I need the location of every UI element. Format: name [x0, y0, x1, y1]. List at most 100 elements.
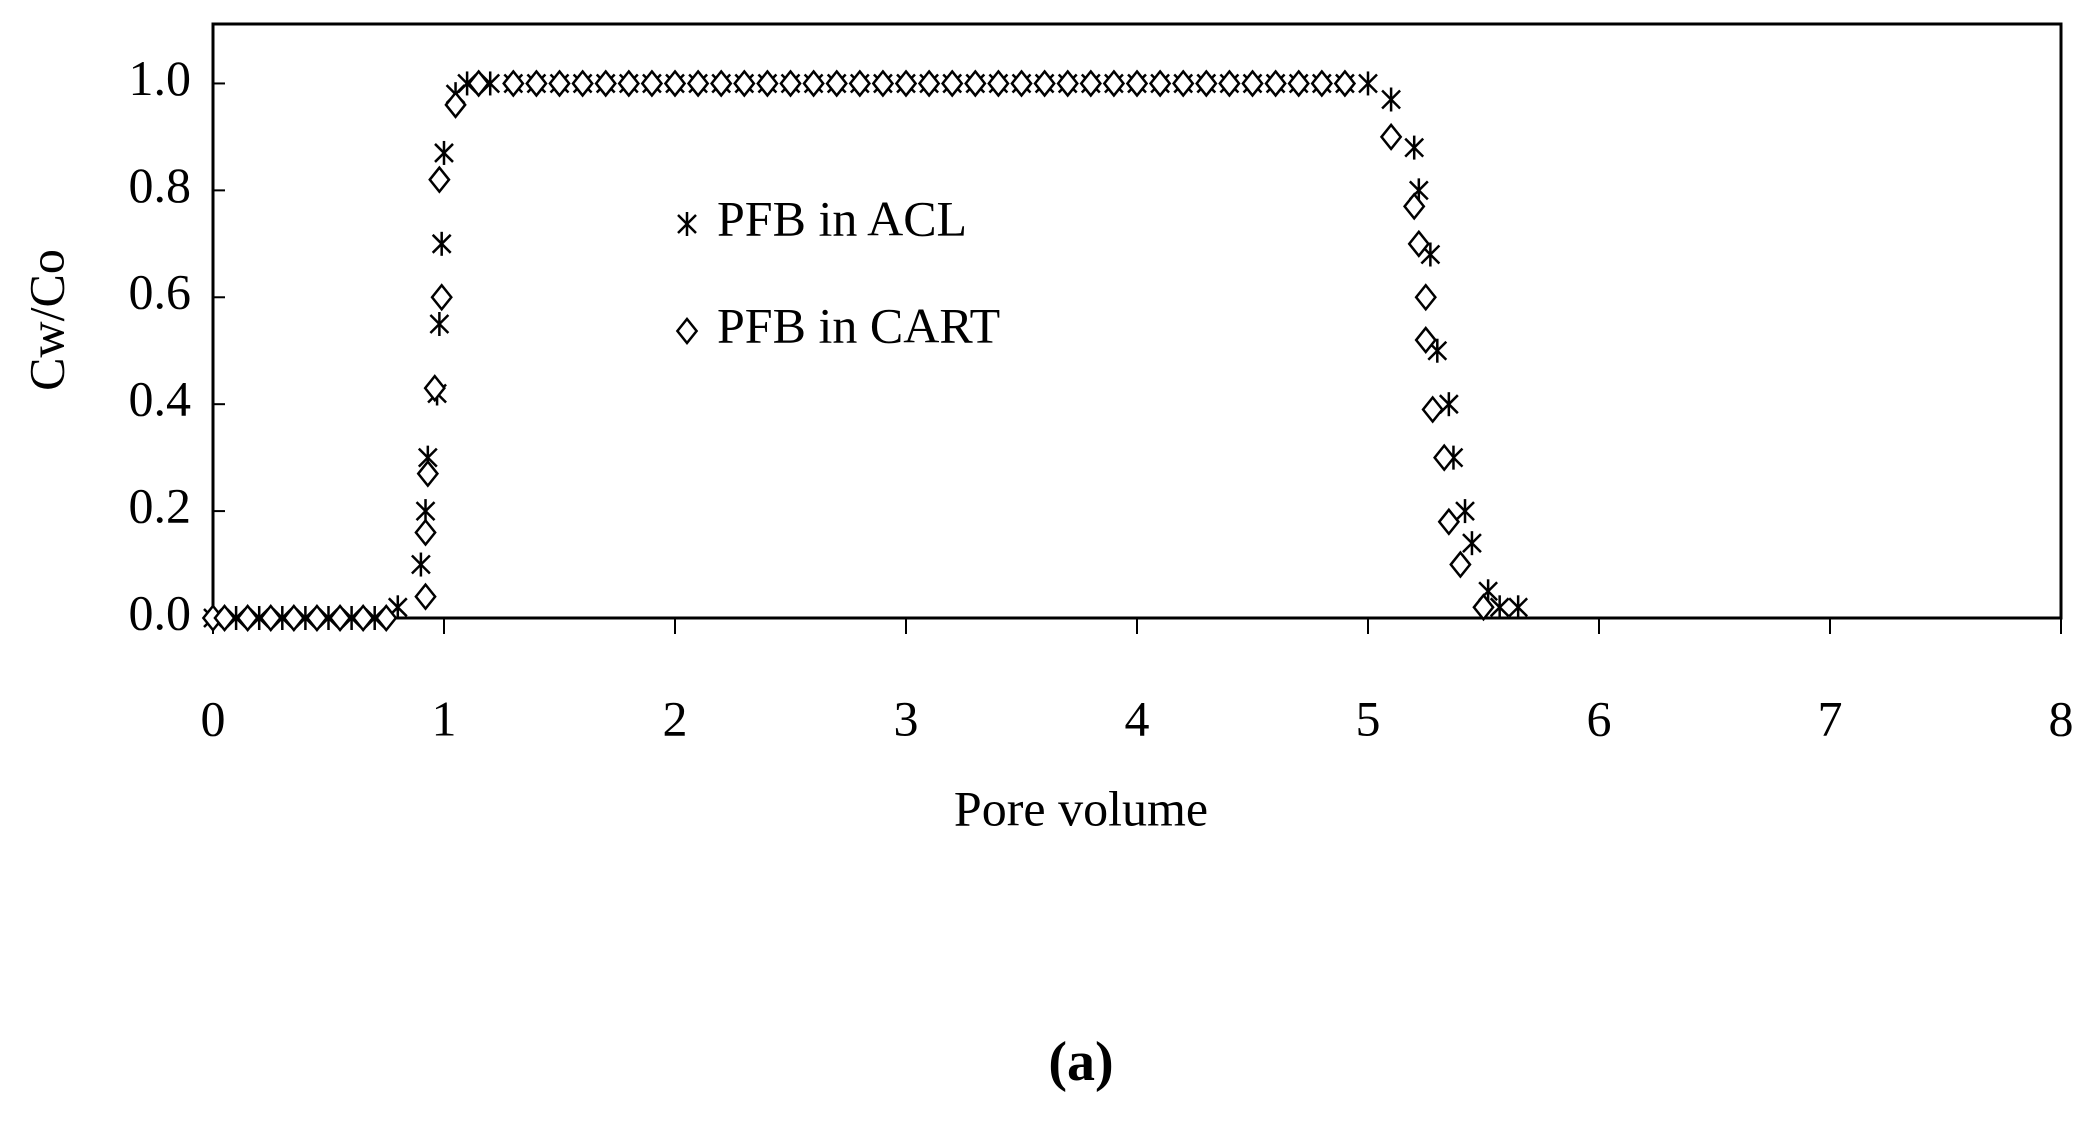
diamond-marker: [1379, 122, 1403, 151]
point: [411, 552, 431, 577]
point: [236, 603, 259, 633]
x-tick-label: 2: [663, 690, 688, 746]
point: [1310, 69, 1334, 98]
point: [1287, 69, 1310, 98]
diamond-marker: [1449, 550, 1472, 579]
point: [663, 69, 687, 98]
asterisk-stroke: [1462, 533, 1482, 554]
x-tick-label: 5: [1356, 690, 1381, 746]
diamond-marker: [640, 69, 664, 98]
point: [1010, 69, 1033, 98]
diamond-marker: [617, 69, 641, 98]
diamond-marker: [351, 603, 375, 633]
diamond-marker: [467, 69, 490, 98]
x-tick-label: 4: [1125, 690, 1150, 746]
diamond-marker: [305, 603, 329, 633]
diamond-marker: [1241, 69, 1264, 98]
diamond-marker: [917, 69, 941, 98]
diamond-marker: [1264, 69, 1287, 98]
point: [1379, 122, 1403, 151]
diamond-marker: [414, 518, 437, 547]
asterisk-stroke: [434, 143, 454, 163]
point: [1449, 550, 1472, 579]
point: [213, 603, 236, 633]
diamond-marker: [848, 69, 872, 98]
point: [940, 69, 964, 98]
point: [1404, 135, 1425, 160]
legend-label: PFB in ACL: [717, 190, 967, 246]
asterisk-stroke: [677, 214, 697, 234]
x-tick-label: 7: [1818, 690, 1843, 746]
diamond-marker: [1148, 69, 1172, 98]
point: [1407, 229, 1431, 258]
point: [414, 518, 437, 547]
diamond-marker: [236, 603, 259, 633]
asterisk-stroke: [429, 314, 450, 334]
point: [1414, 283, 1437, 312]
diamond-marker: [1218, 69, 1241, 98]
diamond-marker: [733, 69, 756, 98]
y-axis-label: Cw/Co: [18, 249, 74, 391]
point: [640, 69, 664, 98]
point: [1358, 71, 1378, 96]
diamond-marker: [802, 69, 825, 98]
diamond-marker: [328, 603, 352, 633]
asterisk-stroke: [1404, 137, 1425, 158]
diamond-marker: [871, 69, 895, 98]
point: [416, 459, 440, 488]
asterisk-stroke: [1381, 89, 1401, 110]
y-tick-label: 1.0: [129, 50, 192, 106]
diamond-marker: [1195, 69, 1218, 98]
diamond-marker: [1010, 69, 1033, 98]
point: [328, 603, 352, 633]
diamond-marker: [686, 69, 710, 98]
point: [686, 69, 710, 98]
diamond-marker: [1033, 69, 1056, 98]
point: [430, 283, 453, 312]
point: [571, 69, 594, 98]
point: [825, 69, 848, 98]
asterisk-stroke: [415, 501, 436, 521]
diamond-marker: [709, 69, 733, 98]
point: [848, 69, 872, 98]
point: [987, 69, 1010, 98]
point: [431, 231, 452, 256]
diamond-marker: [525, 69, 548, 98]
diamond-marker: [282, 603, 306, 633]
point: [1472, 593, 1495, 622]
point: [1218, 69, 1241, 98]
y-tick-label: 0.0: [129, 584, 192, 640]
point: [802, 69, 825, 98]
y-tick-label: 0.2: [129, 478, 192, 534]
point: [1148, 69, 1172, 98]
point: [428, 165, 451, 194]
point: [1462, 531, 1482, 556]
asterisk-stroke: [1420, 244, 1441, 265]
asterisk-stroke: [1427, 340, 1448, 361]
x-tick-label: 6: [1587, 690, 1612, 746]
point: [779, 69, 802, 98]
diamond-marker: [594, 69, 617, 98]
point: [414, 582, 437, 611]
point: [1241, 69, 1264, 98]
point: [1414, 326, 1437, 355]
diamond-marker: [502, 69, 525, 98]
diamond-marker: [1402, 192, 1426, 221]
point: [1171, 69, 1195, 98]
diamond-marker: [1333, 69, 1357, 98]
x-tick-label: 3: [894, 690, 919, 746]
diamond-marker: [1433, 443, 1456, 472]
asterisk-stroke: [411, 554, 431, 575]
point: [375, 603, 398, 633]
point: [1508, 595, 1529, 620]
point: [1102, 69, 1126, 98]
diamond-marker: [1472, 593, 1495, 622]
caption: (a): [1048, 1031, 1113, 1093]
point: [1421, 395, 1444, 424]
point: [429, 312, 450, 336]
point: [1079, 69, 1103, 98]
x-tick-label: 0: [201, 690, 226, 746]
diamond-marker: [259, 603, 282, 633]
